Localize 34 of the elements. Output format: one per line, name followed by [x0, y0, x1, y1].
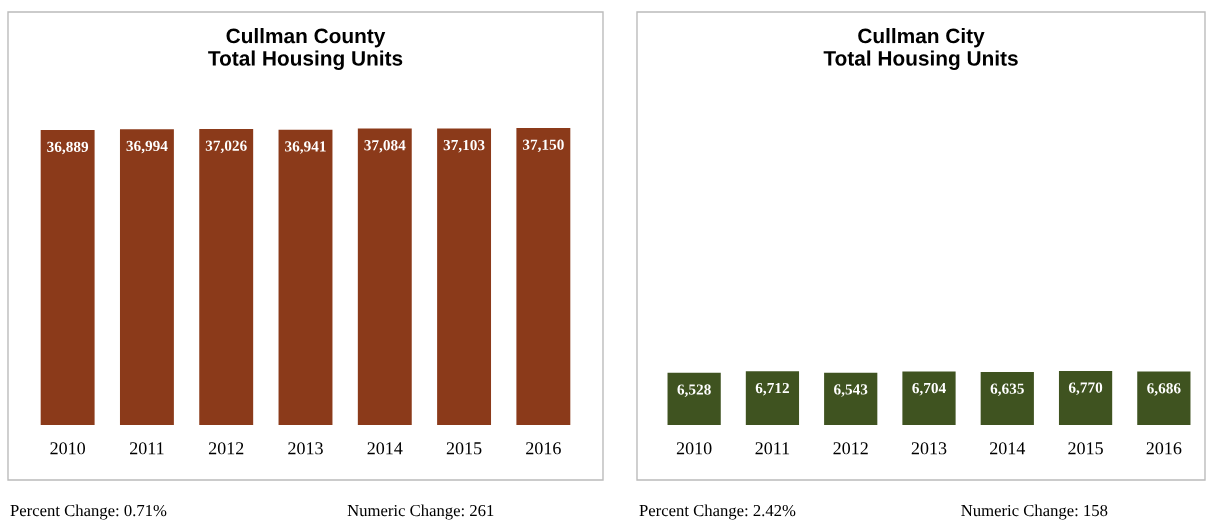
text: Percent Change: 0.71%	[10, 504, 167, 520]
x-tick-label: 2014	[367, 442, 403, 455]
data-label: 6,528	[677, 384, 711, 397]
x-tick-label: 2013	[911, 442, 947, 455]
x-tick-label: 2015	[1068, 442, 1103, 455]
x-tick-label: 2013	[288, 442, 323, 455]
data-label: 37,084	[364, 140, 406, 153]
x-tick-label: 2014	[990, 442, 1026, 455]
x-tick-label: 2011	[755, 442, 790, 455]
x-tick-label: 2016	[526, 442, 561, 455]
data-label: 36,994	[126, 140, 168, 154]
text: Numeric Change: 261	[347, 504, 494, 520]
chart-title: Cullman County Total Housing Units	[208, 28, 403, 70]
data-label: 6,635	[990, 383, 1024, 397]
data-label: 37,103	[443, 139, 485, 153]
x-tick-label: 2010	[676, 442, 712, 455]
chart-title: Cullman City Total Housing Units	[823, 28, 1018, 70]
data-label: 6,543	[834, 384, 868, 397]
data-label: 6,686	[1147, 383, 1181, 396]
x-tick-label: 2012	[833, 442, 868, 455]
data-label: 6,712	[755, 382, 789, 396]
x-tick-label: 2010	[50, 442, 86, 455]
data-label: 36,941	[285, 141, 326, 154]
data-label: 37,026	[205, 140, 247, 154]
x-tick-label: 2016	[1146, 442, 1182, 455]
data-label: 6,704	[912, 382, 946, 396]
data-label: 36,889	[47, 141, 89, 155]
x-tick-label: 2015	[446, 442, 482, 455]
data-label: 37,150	[522, 139, 564, 153]
x-tick-label: 2011	[130, 442, 164, 455]
text: Numeric Change: 158	[961, 504, 1108, 520]
text: Percent Change: 2.42%	[639, 504, 796, 520]
data-label: 6,770	[1068, 382, 1103, 395]
x-tick-label: 2012	[208, 442, 244, 455]
